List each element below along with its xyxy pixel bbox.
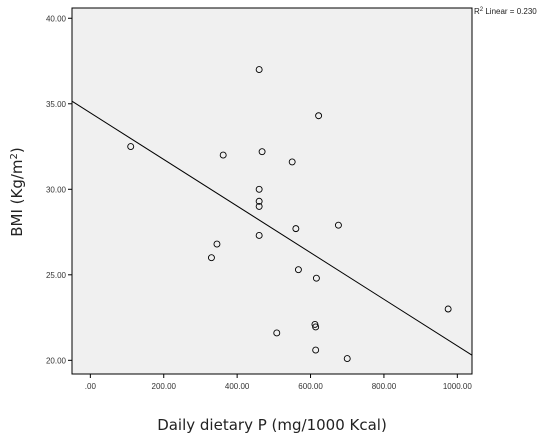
data-point [312,323,320,331]
y-tick-label: 35.00 [46,100,67,109]
data-point [258,148,266,156]
x-tick-label: 1000.00 [443,382,472,391]
data-point [343,355,351,363]
data-point [444,305,452,313]
data-point [334,221,342,229]
x-tick-label: .00 [85,382,97,391]
plot-area [71,7,473,375]
y-tick-label: 20.00 [46,356,67,365]
x-tick-label: 800.00 [372,382,397,391]
data-point [315,112,323,120]
r-squared-label: R2 Linear = 0.230 [474,7,537,16]
data-point [312,274,320,282]
data-point [255,66,263,74]
data-points [127,66,452,363]
data-point [294,266,302,274]
x-tick-label: 200.00 [152,382,177,391]
data-point [127,143,135,150]
y-axis-title: BMI (Kg/m2) [8,147,26,237]
data-point [312,346,320,354]
data-point [213,240,221,248]
regression-line [71,100,473,356]
data-point [255,232,263,239]
fit-line-layer [71,100,473,356]
x-tick-label: 400.00 [225,382,250,391]
data-point [273,329,281,337]
data-point [288,158,296,166]
y-tick-label: 40.00 [46,14,67,23]
data-point [255,202,263,210]
data-point [255,185,263,193]
y-tick-label: 25.00 [46,271,67,280]
data-point [292,225,300,233]
x-tick-label: 600.00 [298,382,323,391]
axis-ticks: .00 200.00 400.00 600.00 800.00 1000.00 20.00 2… [46,14,472,391]
x-axis-title: Daily dietary P (mg/1000 Kcal) [157,416,387,434]
data-point [207,254,215,262]
data-point [219,151,227,159]
data-point [255,197,263,205]
y-tick-label: 30.00 [46,185,67,194]
